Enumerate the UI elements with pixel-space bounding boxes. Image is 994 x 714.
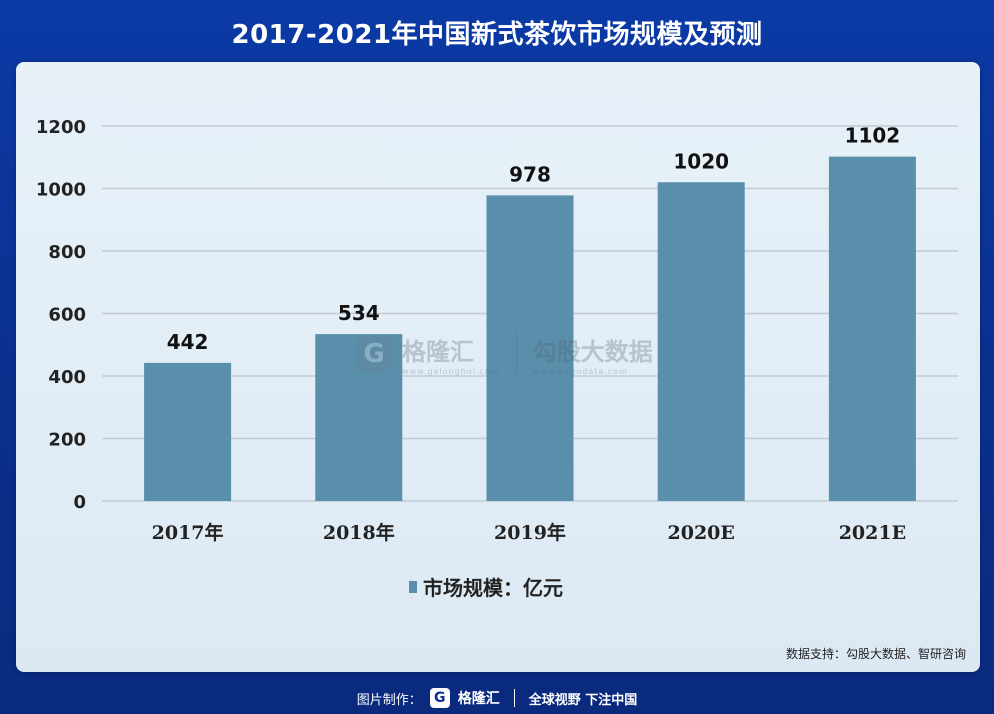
data-label: 1102 bbox=[845, 124, 901, 148]
x-tick-label: 2017年 bbox=[152, 521, 224, 544]
watermark-divider bbox=[515, 333, 517, 375]
y-tick-label: 400 bbox=[48, 367, 86, 388]
y-tick-label: 800 bbox=[48, 242, 86, 263]
legend-swatch bbox=[409, 580, 417, 593]
chart-title: 2017-2021年中国新式茶饮市场规模及预测 bbox=[231, 20, 763, 50]
data-label: 534 bbox=[338, 301, 380, 325]
footer-logo-icon: G bbox=[429, 688, 450, 708]
bar-chart: 0 200 400 600 800 1000 1200 442 2017年 534 2018年 978… bbox=[36, 117, 958, 544]
footer-slogan: 全球视野 下注中国 bbox=[528, 692, 638, 708]
bar bbox=[828, 156, 916, 501]
chart-panel: 0 200 400 600 800 1000 1200 442 2017年 534 2018年 978… bbox=[16, 62, 980, 672]
bar bbox=[144, 362, 232, 501]
y-tick-label: 0 bbox=[73, 492, 86, 513]
watermark-brand: 格隆汇 bbox=[402, 338, 474, 366]
watermark-logo-icon: G bbox=[356, 336, 392, 372]
data-label: 1020 bbox=[673, 149, 729, 173]
data-label: 978 bbox=[509, 162, 551, 186]
chart-legend: 市场规模：亿元 bbox=[409, 572, 563, 601]
watermark-brand-url: www.gelonghui.com bbox=[402, 367, 500, 376]
x-tick-label: 2021E bbox=[839, 522, 906, 544]
bar bbox=[657, 182, 745, 501]
bar bbox=[486, 195, 574, 501]
data-source-note: 数据支持：勾股大数据、智研咨询 bbox=[785, 647, 966, 661]
footer-label: 图片制作： bbox=[356, 692, 422, 708]
watermark: G 格隆汇 www.gelonghui.com 勾股大数据 www.goguda… bbox=[356, 332, 653, 376]
y-tick-label: 1200 bbox=[36, 117, 86, 138]
footer-brand: 格隆汇 bbox=[457, 691, 500, 707]
y-tick-label: 600 bbox=[48, 305, 86, 326]
footer: 图片制作： G 格隆汇 全球视野 下注中国 bbox=[0, 684, 994, 712]
y-tick-label: 200 bbox=[48, 430, 86, 451]
x-tick-label: 2018年 bbox=[323, 521, 395, 544]
footer-divider bbox=[513, 689, 515, 707]
x-tick-label: 2020E bbox=[668, 522, 735, 544]
watermark-partner-url: www.gogudata.com bbox=[532, 367, 628, 376]
legend-label: 市场规模：亿元 bbox=[423, 576, 563, 600]
watermark-partner: 勾股大数据 bbox=[532, 338, 653, 366]
x-tick-label: 2019年 bbox=[494, 521, 566, 544]
data-label: 442 bbox=[167, 330, 209, 354]
bar bbox=[315, 334, 403, 501]
y-tick-label: 1000 bbox=[36, 180, 86, 201]
